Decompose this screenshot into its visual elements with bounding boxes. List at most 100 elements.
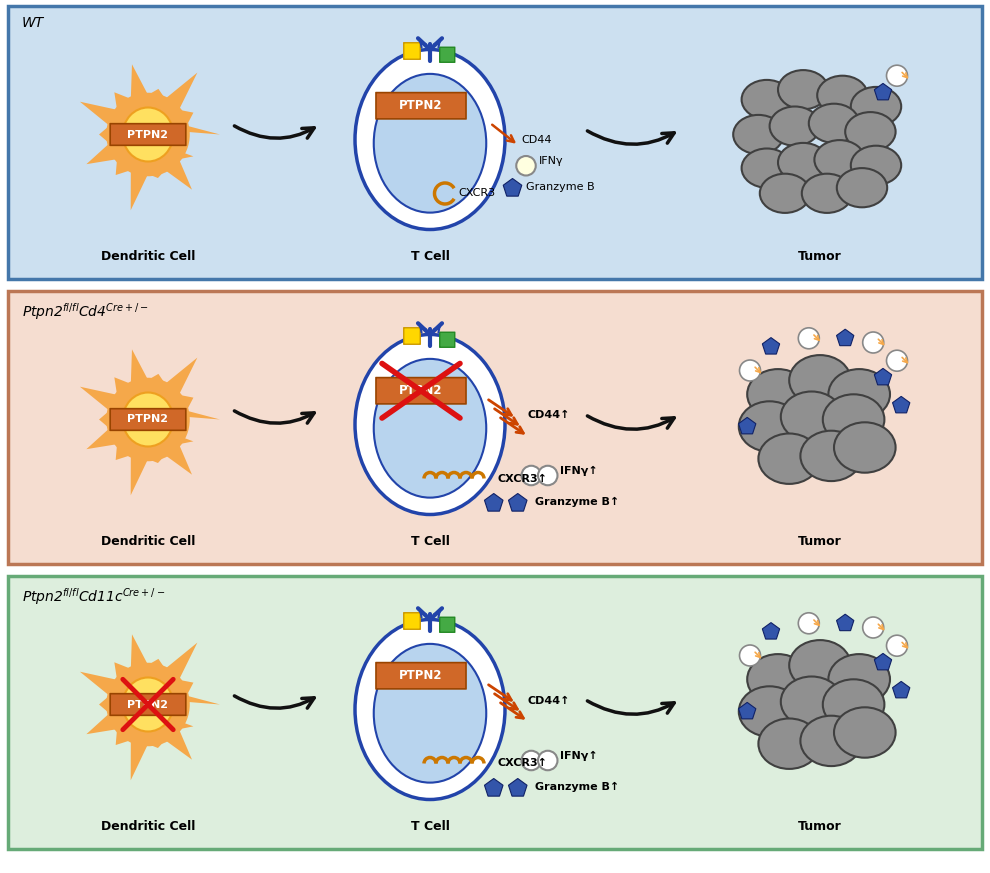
Ellipse shape — [759, 174, 810, 213]
FancyBboxPatch shape — [110, 124, 186, 145]
Ellipse shape — [734, 115, 784, 155]
Ellipse shape — [769, 107, 820, 146]
Text: T Cell: T Cell — [411, 250, 449, 263]
Ellipse shape — [355, 334, 505, 514]
Polygon shape — [874, 368, 892, 385]
FancyBboxPatch shape — [110, 409, 186, 430]
FancyBboxPatch shape — [404, 327, 420, 344]
FancyBboxPatch shape — [376, 93, 466, 119]
Ellipse shape — [781, 677, 842, 727]
FancyBboxPatch shape — [404, 613, 420, 629]
FancyBboxPatch shape — [404, 43, 420, 59]
Polygon shape — [484, 779, 503, 796]
Polygon shape — [509, 493, 527, 511]
Text: T Cell: T Cell — [411, 535, 449, 548]
Ellipse shape — [815, 140, 865, 179]
Text: IFNγ: IFNγ — [539, 156, 563, 166]
Polygon shape — [893, 682, 910, 698]
Polygon shape — [762, 338, 780, 354]
Text: PTPN2: PTPN2 — [399, 384, 443, 397]
Ellipse shape — [747, 369, 809, 420]
Ellipse shape — [758, 718, 820, 769]
Circle shape — [862, 617, 884, 638]
Ellipse shape — [829, 654, 890, 705]
Text: CXCR3↑: CXCR3↑ — [498, 473, 547, 484]
Ellipse shape — [834, 423, 896, 472]
Text: Granzyme B↑: Granzyme B↑ — [535, 781, 620, 792]
Circle shape — [886, 65, 908, 86]
Text: Tumor: Tumor — [798, 250, 842, 263]
Ellipse shape — [817, 76, 867, 115]
Polygon shape — [874, 84, 892, 100]
Ellipse shape — [789, 355, 850, 405]
Ellipse shape — [829, 369, 890, 420]
Text: IFNγ↑: IFNγ↑ — [559, 466, 598, 476]
Circle shape — [538, 751, 557, 770]
Text: PTPN2: PTPN2 — [128, 415, 168, 424]
Text: PTPN2: PTPN2 — [128, 129, 168, 140]
Circle shape — [862, 332, 884, 353]
Polygon shape — [893, 396, 910, 413]
Ellipse shape — [374, 74, 486, 213]
Circle shape — [522, 466, 541, 485]
Polygon shape — [874, 653, 892, 670]
Text: Ptpn2$^{fl/fl}$Cd11c$^{Cre+/-}$: Ptpn2$^{fl/fl}$Cd11c$^{Cre+/-}$ — [22, 586, 165, 607]
Text: T Cell: T Cell — [411, 820, 449, 833]
Circle shape — [798, 613, 820, 634]
Ellipse shape — [850, 146, 901, 185]
FancyBboxPatch shape — [110, 694, 186, 715]
Ellipse shape — [374, 359, 486, 498]
Circle shape — [522, 751, 541, 770]
Text: Granzyme B↑: Granzyme B↑ — [535, 497, 620, 506]
Polygon shape — [484, 493, 503, 511]
Ellipse shape — [778, 70, 829, 109]
Polygon shape — [509, 779, 527, 796]
Circle shape — [538, 466, 557, 485]
Ellipse shape — [739, 686, 800, 737]
Polygon shape — [80, 65, 220, 210]
Text: CXCR3: CXCR3 — [458, 189, 496, 198]
Polygon shape — [80, 635, 220, 780]
FancyBboxPatch shape — [440, 333, 454, 347]
Circle shape — [106, 378, 190, 461]
Ellipse shape — [823, 679, 884, 730]
Text: PTPN2: PTPN2 — [399, 670, 443, 683]
Polygon shape — [837, 615, 853, 630]
Ellipse shape — [355, 50, 505, 230]
Text: IFNγ↑: IFNγ↑ — [559, 751, 598, 761]
Ellipse shape — [123, 393, 173, 446]
Text: Dendritic Cell: Dendritic Cell — [101, 535, 195, 548]
Circle shape — [106, 663, 190, 746]
Text: Dendritic Cell: Dendritic Cell — [101, 250, 195, 263]
Ellipse shape — [374, 644, 486, 782]
Polygon shape — [739, 417, 755, 434]
Text: CD44↑: CD44↑ — [528, 410, 570, 421]
Text: PTPN2: PTPN2 — [128, 699, 168, 710]
Text: CD44: CD44 — [522, 135, 552, 145]
Ellipse shape — [355, 620, 505, 800]
Text: WT: WT — [22, 16, 45, 30]
Polygon shape — [762, 622, 780, 639]
FancyBboxPatch shape — [8, 576, 982, 849]
FancyBboxPatch shape — [8, 6, 982, 279]
Text: PTPN2: PTPN2 — [399, 100, 443, 113]
Circle shape — [740, 645, 760, 666]
Text: CD44↑: CD44↑ — [528, 696, 570, 705]
FancyBboxPatch shape — [376, 378, 466, 404]
Circle shape — [516, 156, 536, 175]
Text: Granzyme B: Granzyme B — [526, 182, 595, 192]
Ellipse shape — [834, 707, 896, 758]
Polygon shape — [837, 329, 853, 346]
FancyBboxPatch shape — [440, 47, 454, 62]
Ellipse shape — [739, 402, 800, 451]
Ellipse shape — [778, 143, 829, 182]
FancyBboxPatch shape — [8, 291, 982, 564]
Ellipse shape — [123, 107, 173, 162]
Text: CXCR3↑: CXCR3↑ — [498, 759, 547, 768]
Polygon shape — [80, 349, 220, 495]
Text: Dendritic Cell: Dendritic Cell — [101, 820, 195, 833]
Circle shape — [106, 93, 190, 176]
Polygon shape — [503, 178, 522, 196]
Text: Tumor: Tumor — [798, 820, 842, 833]
Ellipse shape — [802, 174, 852, 213]
